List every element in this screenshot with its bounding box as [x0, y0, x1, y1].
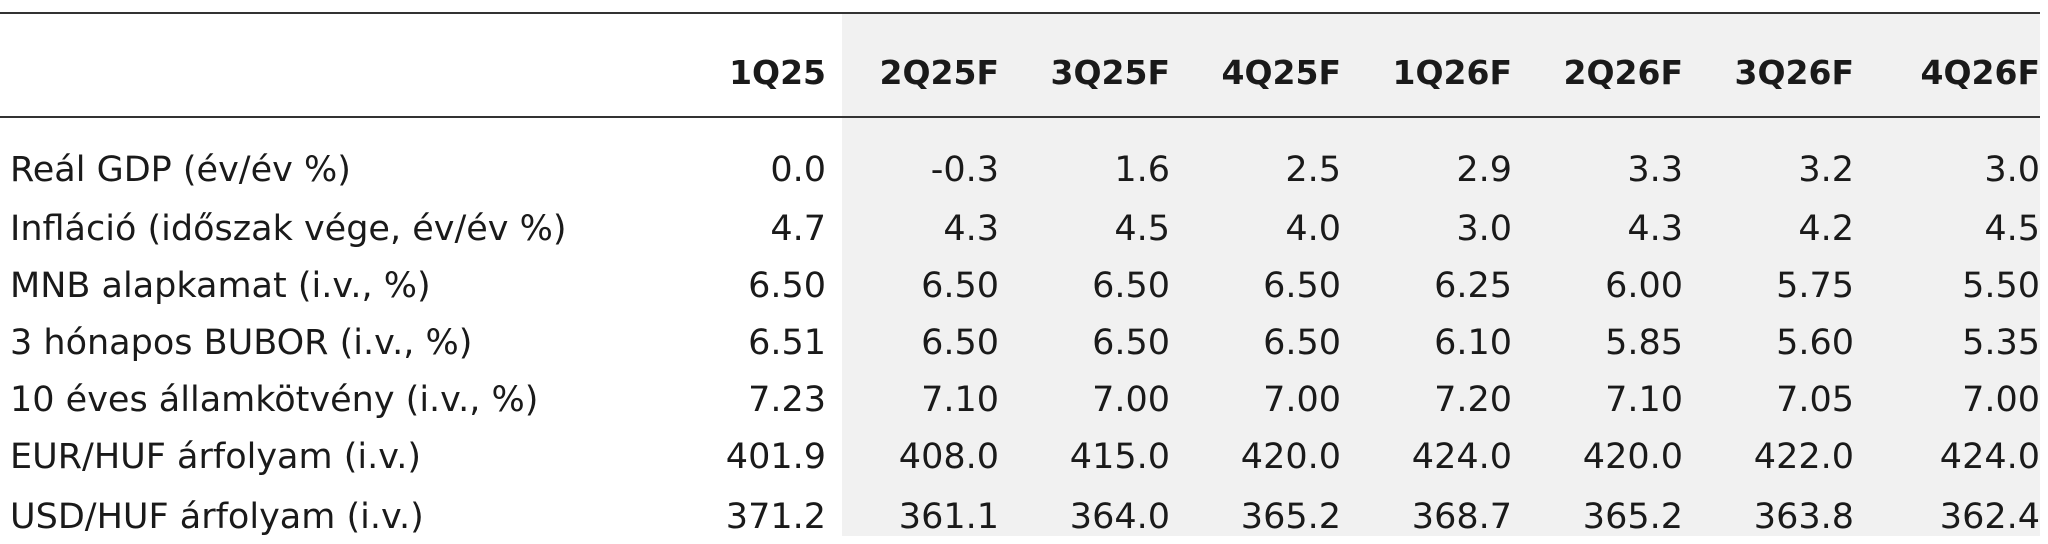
value-cell: 0.0: [770, 150, 826, 190]
value-cell: 420.0: [1240, 436, 1341, 477]
value-cell: 420.0: [1582, 436, 1683, 477]
value-cell: 4.5: [1114, 208, 1170, 249]
value-cell: 371.2: [664, 485, 840, 544]
table-row: EUR/HUF árfolyam (i.v.) 401.9 408.0 415.0 42…: [0, 428, 2040, 485]
value-cell: 1.6: [1114, 150, 1170, 190]
table-row: 10 éves államkötvény (i.v., %) 7.23 7.10 7.…: [0, 371, 2040, 428]
value-cell: 2.5: [1285, 150, 1341, 190]
value-cell: 6.50: [748, 265, 826, 306]
value-cell: 4.3: [943, 208, 999, 249]
row-label: USD/HUF árfolyam (i.v.): [0, 485, 664, 544]
row-label: Reál GDP (év/év %): [10, 150, 351, 190]
value-cell: 4.2: [1798, 208, 1854, 249]
table-row: USD/HUF árfolyam (i.v.) 371.2 361.1 364.0 36…: [0, 485, 2040, 544]
value-cell: 364.0: [1011, 485, 1182, 544]
value-cell: 6.50: [921, 322, 999, 363]
value-cell: 7.23: [748, 379, 826, 420]
value-cell: 365.2: [1182, 485, 1353, 544]
table-row: 3 hónapos BUBOR (i.v., %) 6.51 6.50 6.50 6.5…: [0, 314, 2040, 371]
table-row: MNB alapkamat (i.v., %) 6.50 6.50 6.50 6.50 6…: [0, 257, 2040, 314]
value-cell: 368.7: [1353, 485, 1524, 544]
value-cell: 424.0: [1411, 436, 1512, 477]
value-cell: 6.25: [1434, 265, 1512, 306]
header-blank: [0, 12, 664, 118]
value-cell: 415.0: [1069, 436, 1170, 477]
value-cell: 3.2: [1798, 150, 1854, 190]
value-cell: 6.50: [1263, 322, 1341, 363]
forecast-table: 1Q25 2Q25F 3Q25F 4Q25F 1Q26F 2Q26F 3Q26F…: [0, 12, 2040, 544]
value-cell: 362.4: [1866, 485, 2040, 544]
table-row: Reál GDP (év/év %) 0.0 -0.3 1.6 2.5 2.9 3.3 3.2…: [0, 117, 2040, 200]
value-cell: 6.00: [1605, 265, 1683, 306]
value-cell: 2.9: [1456, 150, 1512, 190]
column-header: 4Q26F: [1866, 12, 2040, 118]
column-header: 1Q25: [664, 12, 840, 118]
value-cell: 7.00: [1263, 379, 1341, 420]
column-header: 1Q26F: [1353, 12, 1524, 118]
row-label: Infláció (időszak vége, év/év %): [10, 208, 567, 249]
value-cell: 5.60: [1776, 322, 1854, 363]
row-label: MNB alapkamat (i.v., %): [10, 265, 431, 306]
value-cell: 408.0: [898, 436, 999, 477]
column-header: 4Q25F: [1182, 12, 1353, 118]
value-cell: 7.00: [1092, 379, 1170, 420]
column-header: 2Q26F: [1524, 12, 1695, 118]
value-cell: 361.1: [840, 485, 1011, 544]
value-cell: 7.20: [1434, 379, 1512, 420]
value-cell: 7.10: [1605, 379, 1683, 420]
value-cell: 5.85: [1605, 322, 1683, 363]
value-cell: 365.2: [1524, 485, 1695, 544]
value-cell: -0.3: [930, 150, 999, 190]
column-header: 3Q25F: [1011, 12, 1182, 118]
value-cell: 5.35: [1962, 322, 2040, 363]
row-label: 10 éves államkötvény (i.v., %): [10, 379, 539, 420]
value-cell: 6.50: [1263, 265, 1341, 306]
value-cell: 401.9: [725, 436, 826, 477]
value-cell: 7.00: [1962, 379, 2040, 420]
column-header: 3Q26F: [1695, 12, 1866, 118]
table-row: Infláció (időszak vége, év/év %) 4.7 4.3 4.…: [0, 200, 2040, 257]
value-cell: 7.10: [921, 379, 999, 420]
value-cell: 422.0: [1753, 436, 1854, 477]
value-cell: 4.7: [770, 208, 826, 249]
column-header: 2Q25F: [840, 12, 1011, 118]
value-cell: 3.0: [1984, 150, 2040, 190]
value-cell: 4.0: [1285, 208, 1341, 249]
value-cell: 3.0: [1456, 208, 1512, 249]
value-cell: 363.8: [1695, 485, 1866, 544]
header-row: 1Q25 2Q25F 3Q25F 4Q25F 1Q26F 2Q26F 3Q26F…: [0, 12, 2040, 118]
value-cell: 6.50: [1092, 265, 1170, 306]
value-cell: 6.50: [921, 265, 999, 306]
value-cell: 5.75: [1776, 265, 1854, 306]
row-label: 3 hónapos BUBOR (i.v., %): [10, 322, 473, 363]
row-label: EUR/HUF árfolyam (i.v.): [10, 436, 421, 477]
value-cell: 4.5: [1984, 208, 2040, 249]
value-cell: 6.50: [1092, 322, 1170, 363]
value-cell: 5.50: [1962, 265, 2040, 306]
value-cell: 4.3: [1627, 208, 1683, 249]
value-cell: 424.0: [1939, 436, 2040, 477]
value-cell: 3.3: [1627, 150, 1683, 190]
value-cell: 6.10: [1434, 322, 1512, 363]
value-cell: 7.05: [1776, 379, 1854, 420]
value-cell: 6.51: [748, 322, 826, 363]
